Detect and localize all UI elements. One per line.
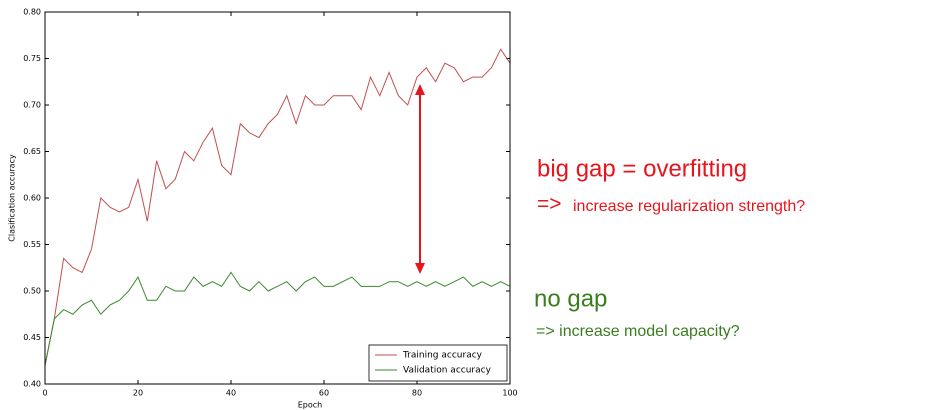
y-tick-label: 0.65 <box>23 147 41 156</box>
annotation: => increase model capacity? <box>536 323 740 340</box>
x-axis-label: Epoch <box>298 401 323 410</box>
plot-frame <box>44 11 511 385</box>
legend-label: Training accuracy <box>402 351 483 361</box>
y-tick-label: 0.70 <box>23 101 41 110</box>
y-tick-label: 0.75 <box>23 54 41 63</box>
y-tick-label: 0.55 <box>23 240 41 249</box>
annotation: big gap = overfitting <box>537 155 747 182</box>
x-tick-label: 20 <box>133 389 143 398</box>
arrow-head <box>415 263 425 274</box>
legend-label: Validation accuracy <box>403 366 492 376</box>
y-tick-label: 0.60 <box>23 194 41 203</box>
x-tick-label: 0 <box>42 389 47 398</box>
x-tick-label: 100 <box>502 389 517 398</box>
annotation: => <box>537 193 562 216</box>
y-tick-label: 0.50 <box>23 287 41 296</box>
x-tick-label: 40 <box>226 389 236 398</box>
y-axis-label: Clasification accuracy <box>8 154 17 242</box>
series-line <box>44 48 511 366</box>
arrow-head <box>415 84 425 95</box>
series-line <box>44 271 511 366</box>
y-tick-label: 0.40 <box>23 380 41 389</box>
x-tick-label: 60 <box>319 389 329 398</box>
y-tick-label: 0.80 <box>23 8 41 17</box>
legend-box <box>368 344 508 382</box>
annotation: no gap <box>534 285 607 312</box>
annotation: increase regularization strength? <box>573 198 805 215</box>
x-tick-label: 80 <box>412 389 422 398</box>
y-tick-label: 0.45 <box>23 333 41 342</box>
